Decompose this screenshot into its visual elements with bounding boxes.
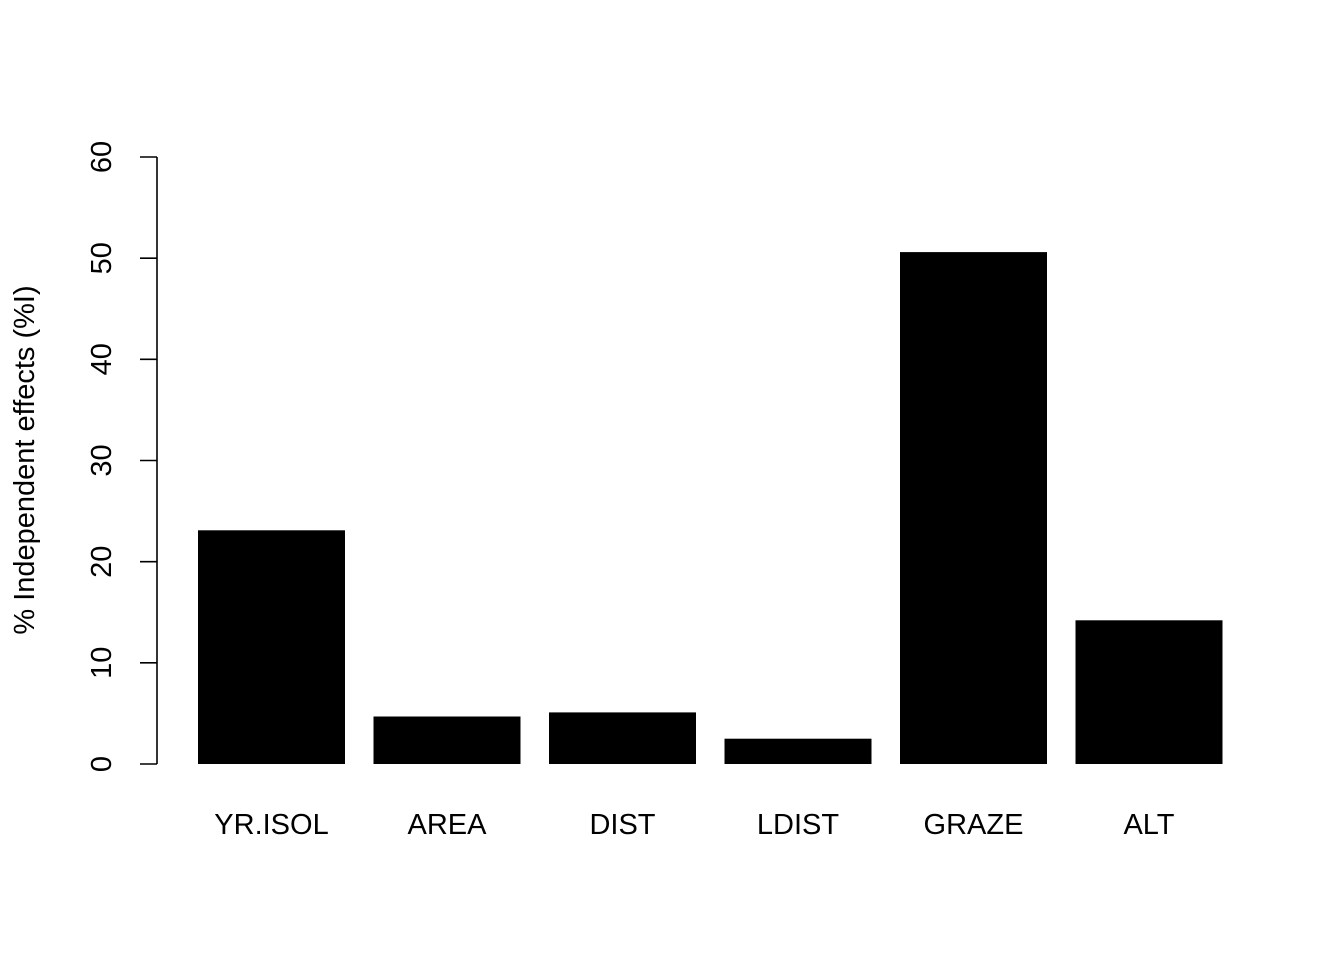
x-tick-label: DIST (589, 809, 655, 841)
x-tick-label: GRAZE (924, 809, 1024, 841)
bar-graze (900, 252, 1047, 764)
y-tick-label: 10 (86, 647, 118, 679)
bar-area (373, 716, 521, 764)
bar-alt (1075, 620, 1223, 764)
x-tick-label: LDIST (757, 809, 839, 841)
x-tick-label: AREA (408, 809, 488, 841)
y-axis: 0 10 20 30 40 50 60 (86, 141, 158, 772)
y-tick-label: 60 (86, 141, 118, 173)
y-tick-label: 40 (86, 343, 118, 375)
x-axis-labels: YR.ISOL AREA DIST LDIST GRAZE ALT (214, 809, 1175, 841)
y-axis-title: % Independent effects (%I) (9, 285, 41, 634)
bar-yr-isol (198, 530, 345, 764)
x-tick-label: YR.ISOL (214, 809, 328, 841)
y-tick-label: 0 (86, 756, 118, 772)
bars-group (198, 252, 1223, 764)
bar-ldist (724, 738, 872, 764)
y-tick-label: 50 (86, 242, 118, 274)
y-tick-label: 20 (86, 546, 118, 578)
y-tick-label: 30 (86, 444, 118, 476)
x-tick-label: ALT (1123, 809, 1174, 841)
bar-dist (549, 712, 696, 764)
